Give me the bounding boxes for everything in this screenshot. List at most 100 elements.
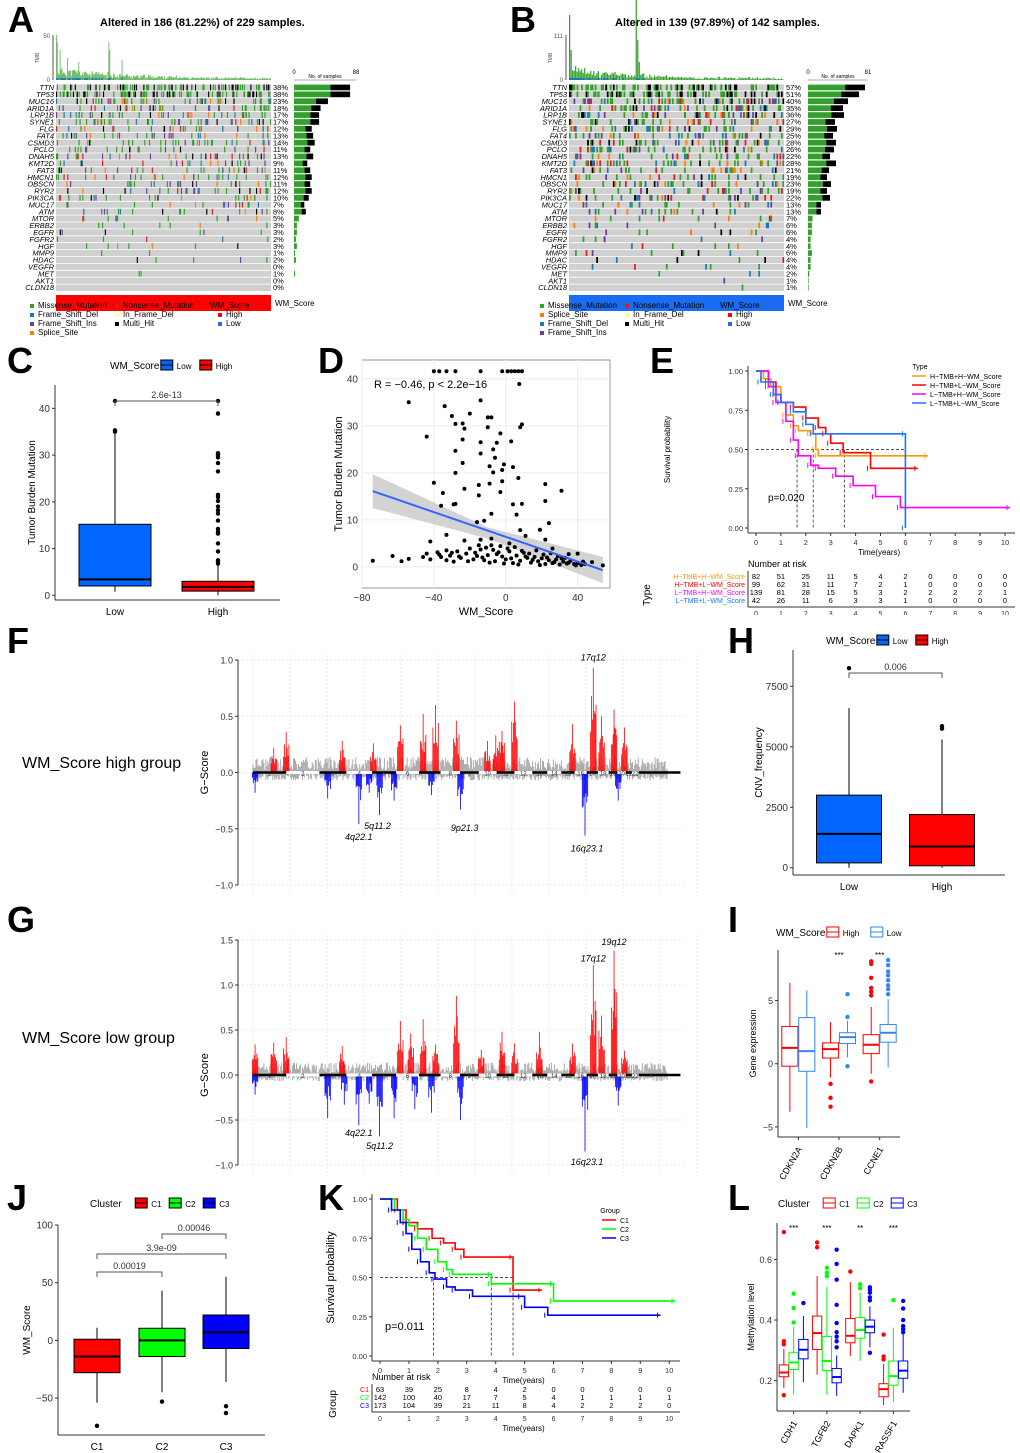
mutation-cell xyxy=(266,188,268,194)
mutation-cell xyxy=(649,194,651,201)
tmb-bar xyxy=(194,77,195,80)
tmb-bar xyxy=(129,75,130,80)
tmb-bar xyxy=(717,76,719,80)
mutation-cell xyxy=(257,201,259,208)
mutation-cell xyxy=(600,84,603,91)
mutation-cell xyxy=(209,84,212,91)
mutation-cell xyxy=(673,160,676,167)
gene-percent: 13% xyxy=(786,207,801,216)
mutation-cell xyxy=(723,91,726,98)
scatter-point xyxy=(575,551,580,556)
tmb-bar xyxy=(177,77,178,80)
mutation-cell xyxy=(664,112,667,118)
sample-count-bar xyxy=(294,160,303,167)
mutation-cell xyxy=(631,125,633,132)
gene-percent: 12% xyxy=(273,173,288,182)
scatter-point xyxy=(519,501,524,506)
mutation-cell xyxy=(570,119,573,125)
mutation-cell xyxy=(213,112,215,118)
mutation-cell xyxy=(670,160,673,167)
mutation-cell xyxy=(770,201,773,208)
tmb-bar xyxy=(103,74,105,80)
mutation-cell xyxy=(142,167,144,174)
tmb-bar xyxy=(653,75,656,80)
mutation-cell xyxy=(599,146,601,153)
tmb-bar xyxy=(104,76,106,80)
mutation-cell xyxy=(119,208,121,215)
mutation-cell xyxy=(756,181,759,187)
sample-count-bar-multihit xyxy=(824,146,834,153)
scatter-point xyxy=(509,369,514,374)
mutation-cell xyxy=(192,181,194,187)
tmb-bar-segment xyxy=(98,78,100,80)
scatter-point xyxy=(536,559,541,564)
legend-swatch xyxy=(540,331,544,335)
mutation-cell xyxy=(758,139,760,146)
mutation-cell xyxy=(267,188,269,194)
tmb-bar xyxy=(61,67,63,80)
mutation-cell xyxy=(197,174,199,181)
mutation-cell xyxy=(123,91,125,98)
mutation-cell xyxy=(259,188,261,194)
scatter-point xyxy=(424,551,429,556)
mutation-cell xyxy=(640,167,642,174)
panel-label-c: C xyxy=(7,340,33,381)
mutation-cell xyxy=(720,229,723,236)
mutation-cell xyxy=(650,91,653,98)
gene-label: KMT2D xyxy=(29,159,55,168)
tmb-bar xyxy=(779,78,781,80)
legend-item: Frame_Shift_Ins xyxy=(38,319,97,328)
mutation-cell xyxy=(647,91,650,98)
tmb-bar xyxy=(85,71,86,80)
mutation-cell xyxy=(153,132,155,139)
sample-count-bar xyxy=(808,257,811,263)
mutation-cell xyxy=(115,215,117,222)
panel-label-j: J xyxy=(7,1177,28,1218)
mutation-cell xyxy=(656,194,659,201)
gene-label: TP53 xyxy=(549,90,568,99)
mutation-cell xyxy=(608,153,611,160)
mutation-cell xyxy=(66,181,68,187)
risk-table-cell: 1 xyxy=(1003,588,1007,597)
mutation-cell xyxy=(697,112,700,118)
mutation-cell xyxy=(711,167,714,174)
mutation-cell xyxy=(628,167,630,174)
mutation-cell xyxy=(211,139,213,146)
risk-table-title: Number at risk xyxy=(748,559,807,569)
mutation-cell xyxy=(723,188,726,194)
mutation-cell xyxy=(237,243,239,250)
mutation-cell xyxy=(723,112,726,118)
mutation-cell xyxy=(257,84,259,91)
mutation-cell xyxy=(737,243,739,250)
wm-score-annotation-bar xyxy=(569,295,784,311)
tmb-bar xyxy=(239,77,240,80)
mutation-cell xyxy=(644,139,647,146)
mutation-cell xyxy=(634,119,636,125)
tmb-bar xyxy=(211,78,213,80)
mutation-cell xyxy=(700,84,703,91)
mutation-cell xyxy=(681,250,683,256)
mutation-cell xyxy=(726,153,729,160)
mutation-cell xyxy=(175,84,177,91)
mutation-cell xyxy=(79,194,81,201)
mutation-cell xyxy=(723,277,726,284)
tmb-bar xyxy=(685,77,687,80)
tmb-bar xyxy=(112,77,113,80)
mutation-cell xyxy=(740,167,742,174)
tmb-bar xyxy=(93,75,95,80)
mutation-cell xyxy=(735,84,738,91)
mutation-cell xyxy=(687,105,689,112)
tmb-bar xyxy=(753,78,755,80)
mutation-cell xyxy=(184,125,186,132)
sample-count-bar-multihit xyxy=(330,84,351,91)
chromosome-gap xyxy=(547,1073,562,1077)
tmb-bar xyxy=(96,71,98,80)
mutation-cell xyxy=(617,91,620,98)
mutation-cell xyxy=(265,188,267,194)
mutation-cell xyxy=(235,119,237,125)
mutation-cell xyxy=(67,153,69,160)
mutation-cell xyxy=(259,98,261,105)
mutation-cell xyxy=(721,112,724,118)
mutation-cell xyxy=(656,84,659,91)
mutation-cell xyxy=(70,181,72,187)
